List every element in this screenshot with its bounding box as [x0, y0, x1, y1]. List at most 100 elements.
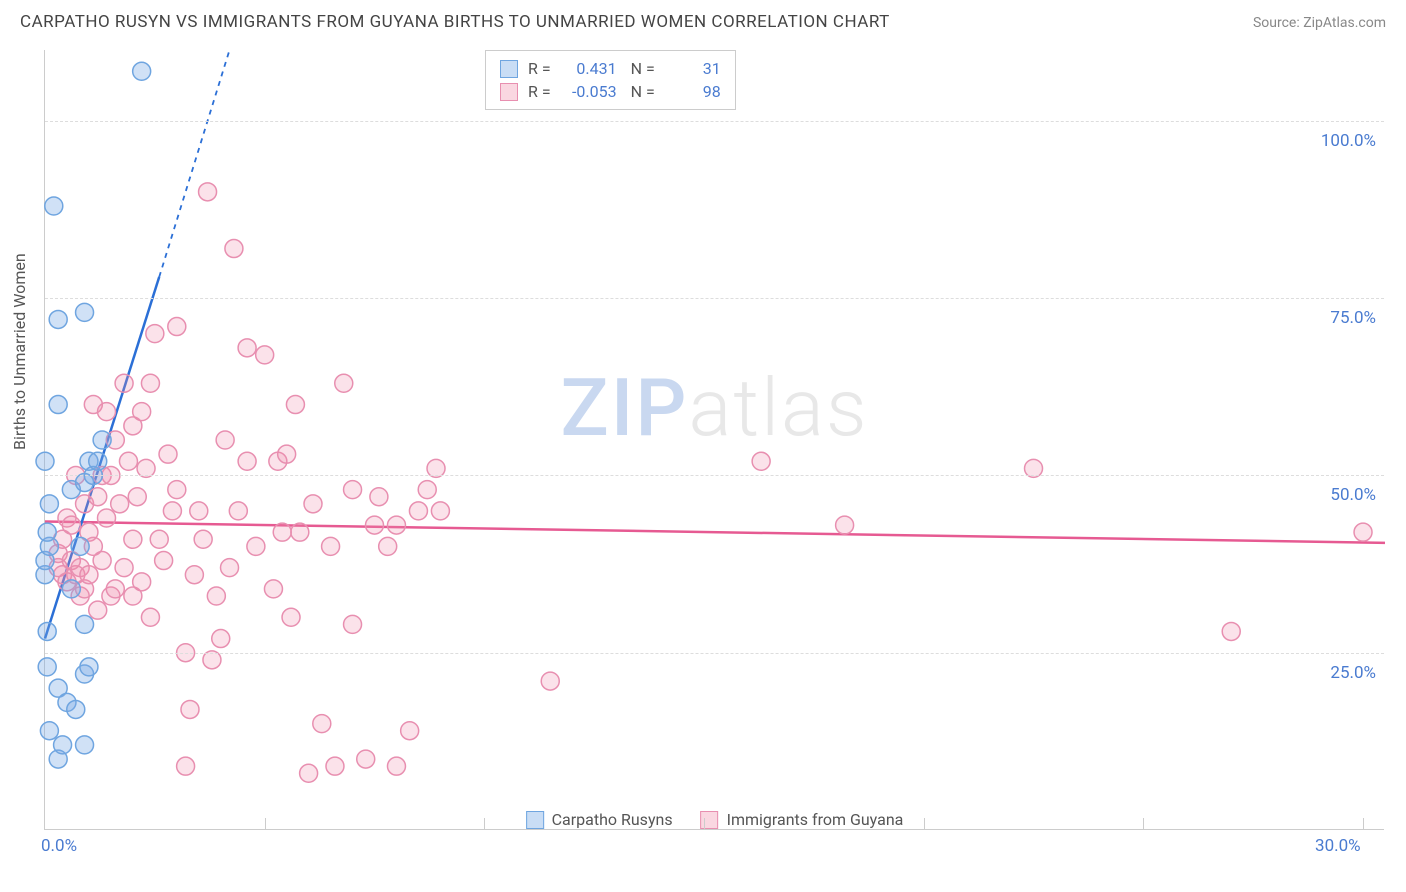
plot-svg: [45, 50, 1384, 829]
data-point-pink: [247, 537, 265, 555]
y-tick-label: 100.0%: [1321, 131, 1376, 151]
correlation-stats-box: R = 0.431 N = 31 R = -0.053 N = 98: [485, 50, 736, 110]
data-point-pink: [273, 523, 291, 541]
data-point-blue: [54, 736, 72, 754]
series-legend: Carpatho Rusyns Immigrants from Guyana: [518, 810, 912, 829]
data-point-blue: [40, 722, 58, 740]
data-point-blue: [49, 310, 67, 328]
data-point-pink: [106, 580, 124, 598]
data-point-pink: [146, 325, 164, 343]
data-point-blue: [45, 197, 63, 215]
data-point-pink: [344, 481, 362, 499]
legend-item-pink: Immigrants from Guyana: [701, 810, 904, 829]
data-point-pink: [256, 346, 274, 364]
x-minor-tick: [265, 818, 266, 830]
y-tick-label: 25.0%: [1330, 663, 1376, 683]
data-point-pink: [111, 495, 129, 513]
y-tick-label: 50.0%: [1330, 485, 1376, 505]
data-point-blue: [38, 523, 56, 541]
data-point-pink: [370, 488, 388, 506]
stat-n-value: 98: [665, 82, 721, 101]
trend-line: [45, 522, 1385, 543]
data-point-blue: [80, 658, 98, 676]
data-point-pink: [300, 764, 318, 782]
data-point-pink: [313, 715, 331, 733]
data-point-pink: [141, 374, 159, 392]
stat-n-value: 31: [665, 59, 721, 78]
data-point-pink: [119, 452, 137, 470]
data-point-pink: [133, 403, 151, 421]
data-point-pink: [238, 452, 256, 470]
data-point-pink: [80, 566, 98, 584]
data-point-blue: [71, 537, 89, 555]
data-point-blue: [62, 580, 80, 598]
data-point-pink: [190, 502, 208, 520]
data-point-pink: [89, 488, 107, 506]
data-point-pink: [286, 396, 304, 414]
data-point-pink: [124, 530, 142, 548]
swatch-blue: [500, 60, 518, 78]
gridline-h: [45, 298, 1384, 299]
gridline-h: [45, 475, 1384, 476]
data-point-pink: [155, 552, 173, 570]
data-point-pink: [163, 502, 181, 520]
data-point-pink: [221, 559, 239, 577]
data-point-pink: [264, 580, 282, 598]
data-point-pink: [344, 615, 362, 633]
data-point-pink: [98, 403, 116, 421]
data-point-blue: [76, 736, 94, 754]
swatch-blue: [526, 811, 544, 829]
data-point-pink: [335, 374, 353, 392]
x-minor-tick: [1363, 818, 1364, 830]
data-point-pink: [1222, 622, 1240, 640]
data-point-pink: [89, 601, 107, 619]
stat-r-value: -0.053: [561, 82, 617, 101]
y-tick-label: 75.0%: [1330, 308, 1376, 328]
data-point-pink: [379, 537, 397, 555]
x-minor-tick: [704, 818, 705, 830]
stat-r-label: R =: [528, 59, 551, 78]
data-point-pink: [418, 481, 436, 499]
y-axis-label: Births to Unmarried Women: [10, 253, 29, 450]
data-point-pink: [181, 700, 199, 718]
data-point-blue: [38, 658, 56, 676]
data-point-pink: [752, 452, 770, 470]
data-point-blue: [67, 700, 85, 718]
data-point-pink: [225, 240, 243, 258]
source-attribution: Source: ZipAtlas.com: [1253, 15, 1386, 31]
x-tick-label: 0.0%: [41, 836, 77, 856]
data-point-pink: [401, 722, 419, 740]
stats-row-pink: R = -0.053 N = 98: [500, 80, 721, 103]
trend-line: [159, 50, 229, 277]
data-point-pink: [387, 516, 405, 534]
data-point-pink: [168, 318, 186, 336]
data-point-pink: [199, 183, 217, 201]
data-point-pink: [207, 587, 225, 605]
data-point-pink: [62, 516, 80, 534]
data-point-blue: [76, 615, 94, 633]
stat-n-label: N =: [627, 82, 655, 101]
data-point-blue: [49, 396, 67, 414]
data-point-pink: [93, 552, 111, 570]
data-point-pink: [194, 530, 212, 548]
legend-item-blue: Carpatho Rusyns: [526, 810, 673, 829]
x-minor-tick: [1143, 818, 1144, 830]
data-point-pink: [128, 488, 146, 506]
stat-r-label: R =: [528, 82, 551, 101]
x-minor-tick: [924, 818, 925, 830]
stat-r-value: 0.431: [561, 59, 617, 78]
data-point-pink: [238, 339, 256, 357]
data-point-pink: [322, 537, 340, 555]
data-point-pink: [141, 608, 159, 626]
x-minor-tick: [484, 818, 485, 830]
data-point-pink: [291, 523, 309, 541]
x-tick-label: 30.0%: [1315, 836, 1361, 856]
legend-label: Immigrants from Guyana: [727, 810, 904, 829]
data-point-blue: [89, 452, 107, 470]
data-point-blue: [76, 303, 94, 321]
gridline-h: [45, 121, 1384, 122]
swatch-pink: [500, 83, 518, 101]
data-point-blue: [36, 452, 54, 470]
stats-row-blue: R = 0.431 N = 31: [500, 57, 721, 80]
data-point-pink: [357, 750, 375, 768]
